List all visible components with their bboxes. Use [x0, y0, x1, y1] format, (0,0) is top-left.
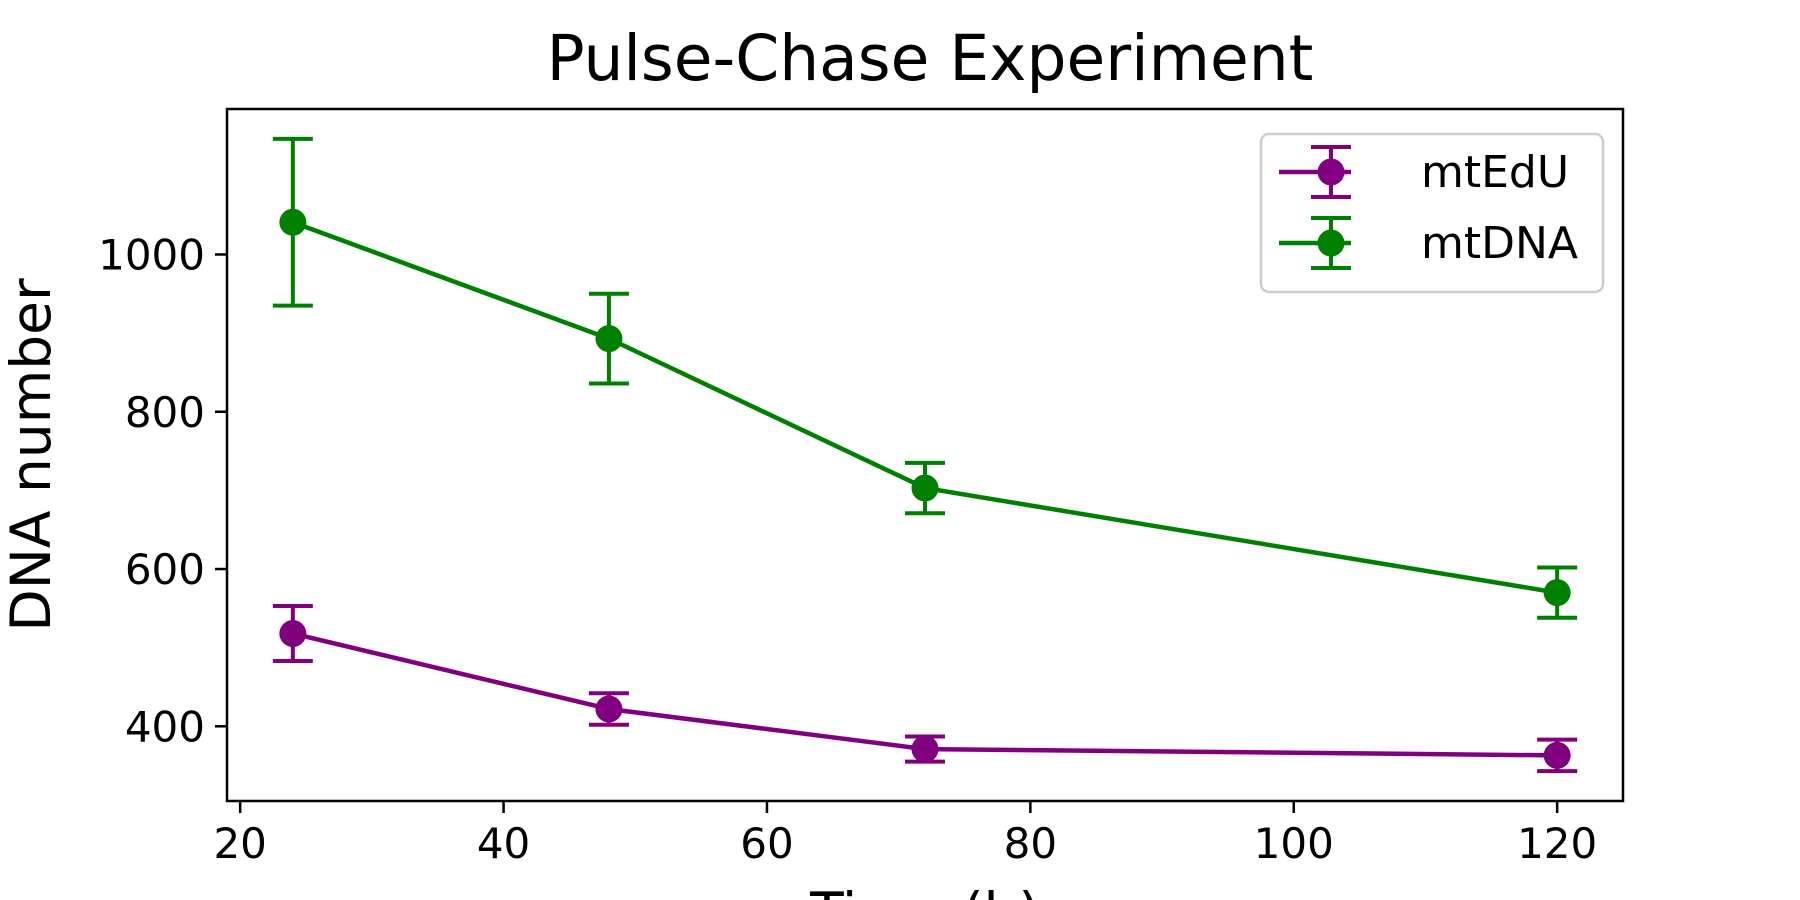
legend-marker — [1317, 229, 1345, 257]
legend-label: mtEdU — [1421, 147, 1569, 198]
x-tick-label: 60 — [740, 819, 793, 868]
x-tick-label: 20 — [213, 819, 266, 868]
y-tick-label: 800 — [125, 388, 205, 437]
data-point — [911, 474, 939, 502]
y-axis: 400 600 800 1000 — [98, 230, 227, 751]
plot-marks — [272, 136, 1578, 774]
y-tick-label: 400 — [125, 702, 205, 751]
legend-item-mtEdU: mtEdU — [1279, 145, 1569, 199]
x-axis-title: Time (h) — [809, 881, 1040, 900]
x-tick-label: 80 — [1004, 819, 1057, 868]
data-point — [595, 325, 623, 353]
data-point — [279, 208, 307, 236]
x-axis: 20 40 60 80 100 120 — [213, 801, 1597, 868]
data-point — [1543, 579, 1571, 607]
legend-label: mtDNA — [1421, 218, 1578, 269]
x-tick-label: 40 — [477, 819, 530, 868]
legend-marker — [1317, 158, 1345, 186]
series-line-mtEdU — [292, 631, 1558, 758]
y-tick-label: 600 — [125, 545, 205, 594]
data-point — [911, 735, 939, 763]
series-line-mtDNA — [292, 220, 1558, 595]
x-tick-label: 120 — [1517, 819, 1597, 868]
data-point — [595, 695, 623, 723]
chart-title: Pulse-Chase Experiment — [547, 22, 1314, 95]
legend: mtEdU mtDNA — [1259, 132, 1605, 294]
x-tick-label: 100 — [1254, 819, 1334, 868]
series-mtEdU — [272, 603, 1578, 774]
plot-frame — [225, 107, 1625, 803]
y-tick-label: 1000 — [98, 230, 205, 279]
series-mtDNA — [272, 136, 1578, 620]
legend-item-mtDNA: mtDNA — [1279, 216, 1578, 270]
y-axis-title: DNA number — [0, 278, 63, 632]
data-point — [1543, 741, 1571, 769]
data-point — [279, 620, 307, 648]
